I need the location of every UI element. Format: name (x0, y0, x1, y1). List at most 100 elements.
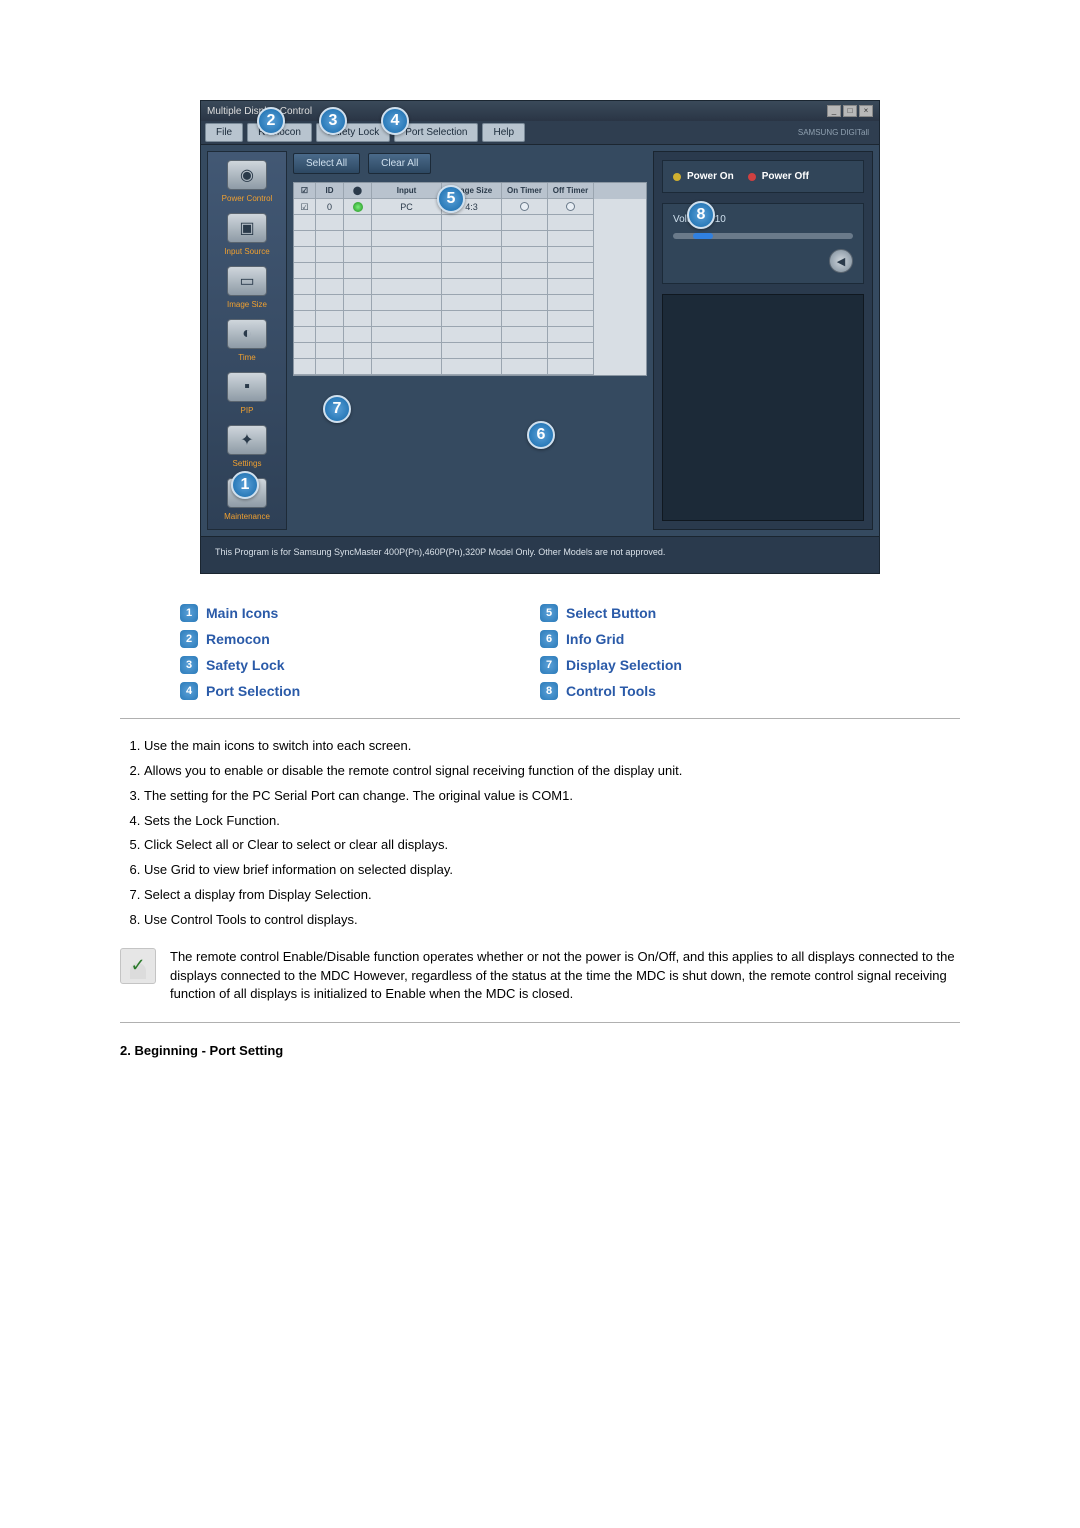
row-on-timer[interactable] (502, 199, 548, 215)
legend-number-badge: 4 (180, 682, 198, 700)
sidebar-icon[interactable]: ▪ (227, 372, 267, 402)
callout-4: 4 (381, 107, 409, 135)
grid-header: ☑ ID ⬤ Input Image Size On Timer Off Tim… (294, 183, 646, 199)
descriptions-list: Use the main icons to switch into each s… (120, 737, 960, 930)
description-item: Use the main icons to switch into each s… (144, 737, 960, 756)
legend-label: Display Selection (566, 657, 682, 673)
row-status-led (344, 199, 372, 215)
legend-label: Remocon (206, 631, 270, 647)
grid-head-check: ☑ (294, 183, 316, 199)
close-button[interactable]: × (859, 105, 873, 117)
minimize-button[interactable]: _ (827, 105, 841, 117)
mute-icon[interactable]: ◀ (829, 249, 853, 273)
sidebar-label: PIP (241, 406, 254, 415)
grid-head-input: Input (372, 183, 442, 199)
volume-slider[interactable] (673, 233, 853, 239)
info-grid: ☑ ID ⬤ Input Image Size On Timer Off Tim… (293, 182, 647, 376)
legend-number-badge: 2 (180, 630, 198, 648)
window-titlebar: Multiple Display Control _ □ × (201, 101, 879, 121)
row-off-timer[interactable] (548, 199, 594, 215)
separator (120, 1022, 960, 1023)
brand-label: SAMSUNG DIGITall (798, 128, 875, 137)
note-text: The remote control Enable/Disable functi… (170, 948, 960, 1005)
grid-row-empty (294, 327, 646, 343)
legend-item: 3 Safety Lock (180, 656, 500, 674)
legend-label: Safety Lock (206, 657, 285, 673)
sidebar-icon[interactable]: ▣ (227, 213, 267, 243)
section-heading: 2. Beginning - Port Setting (120, 1043, 960, 1058)
note-icon: ✓ (120, 948, 156, 984)
grid-row-empty (294, 343, 646, 359)
sidebar-label: Time (238, 353, 255, 362)
callout-8: 8 (687, 201, 715, 229)
grid-row[interactable]: ☑ 0 PC 4:3 (294, 199, 646, 215)
legend-number-badge: 3 (180, 656, 198, 674)
legend-item: 1 Main Icons (180, 604, 500, 622)
power-off-button[interactable]: Power Off (748, 171, 809, 182)
maximize-button[interactable]: □ (843, 105, 857, 117)
grid-head-on-timer: On Timer (502, 183, 548, 199)
grid-row-empty (294, 263, 646, 279)
legend: 1 Main Icons 2 Remocon 3 Safety Lock 4 Port Sel… (180, 604, 960, 700)
callout-5: 5 (437, 185, 465, 213)
sidebar-icon[interactable]: ▭ (227, 266, 267, 296)
separator (120, 718, 960, 719)
description-item: Select a display from Display Selection. (144, 886, 960, 905)
legend-label: Port Selection (206, 683, 300, 699)
menu-help[interactable]: Help (482, 123, 525, 142)
grid-head-off-timer: Off Timer (548, 183, 594, 199)
sidebar-icon[interactable]: ✦ (227, 425, 267, 455)
legend-number-badge: 7 (540, 656, 558, 674)
callout-1: 1 (231, 471, 259, 499)
note-row: ✓ The remote control Enable/Disable func… (120, 948, 960, 1005)
callout-3: 3 (319, 107, 347, 135)
volume-value: 10 (715, 214, 726, 225)
description-item: Allows you to enable or disable the remo… (144, 762, 960, 781)
window-controls: _ □ × (827, 105, 873, 117)
legend-item: 7 Display Selection (540, 656, 860, 674)
menubar: File Remocon Safety Lock Port Selection … (201, 121, 879, 145)
display-selection-area[interactable] (662, 294, 864, 521)
legend-label: Info Grid (566, 631, 624, 647)
grid-row-empty (294, 215, 646, 231)
grid-row-empty (294, 279, 646, 295)
legend-number-badge: 6 (540, 630, 558, 648)
select-all-button[interactable]: Select All (293, 153, 360, 174)
grid-row-empty (294, 247, 646, 263)
legend-item: 6 Info Grid (540, 630, 860, 648)
grid-head-id: ID (316, 183, 344, 199)
legend-item: 2 Remocon (180, 630, 500, 648)
power-off-label: Power Off (762, 171, 809, 182)
grid-row-empty (294, 359, 646, 375)
grid-head-led: ⬤ (344, 183, 372, 199)
sidebar-icon[interactable]: ◉ (227, 160, 267, 190)
menu-file[interactable]: File (205, 123, 243, 142)
description-item: Click Select all or Clear to select or c… (144, 836, 960, 855)
sidebar-label: Maintenance (224, 512, 270, 521)
legend-number-badge: 1 (180, 604, 198, 622)
grid-row-empty (294, 311, 646, 327)
row-input: PC (372, 199, 442, 215)
legend-item: 8Control Tools (540, 682, 860, 700)
legend-item: 5Select Button (540, 604, 860, 622)
sidebar-label: Input Source (224, 247, 269, 256)
sidebar-icon[interactable]: ◐ (227, 319, 267, 349)
legend-label: Main Icons (206, 605, 278, 621)
power-on-button[interactable]: Power On (673, 171, 734, 182)
callout-7: 7 (323, 395, 351, 423)
footer-message: This Program is for Samsung SyncMaster 4… (201, 536, 879, 573)
row-checkbox[interactable]: ☑ (294, 199, 316, 215)
row-id: 0 (316, 199, 344, 215)
power-on-label: Power On (687, 171, 734, 182)
clear-all-button[interactable]: Clear All (368, 153, 431, 174)
legend-item: 4 Port Selection (180, 682, 500, 700)
application-window: Multiple Display Control _ □ × File Remo… (200, 100, 880, 574)
description-item: Sets the Lock Function. (144, 812, 960, 831)
description-item: Use Grid to view brief information on se… (144, 861, 960, 880)
toolbar: Select All Clear All (293, 151, 647, 176)
legend-number-badge: 5 (540, 604, 558, 622)
description-item: Use Control Tools to control displays. (144, 911, 960, 930)
legend-label: Control Tools (566, 683, 656, 699)
grid-row-empty (294, 231, 646, 247)
grid-row-empty (294, 295, 646, 311)
